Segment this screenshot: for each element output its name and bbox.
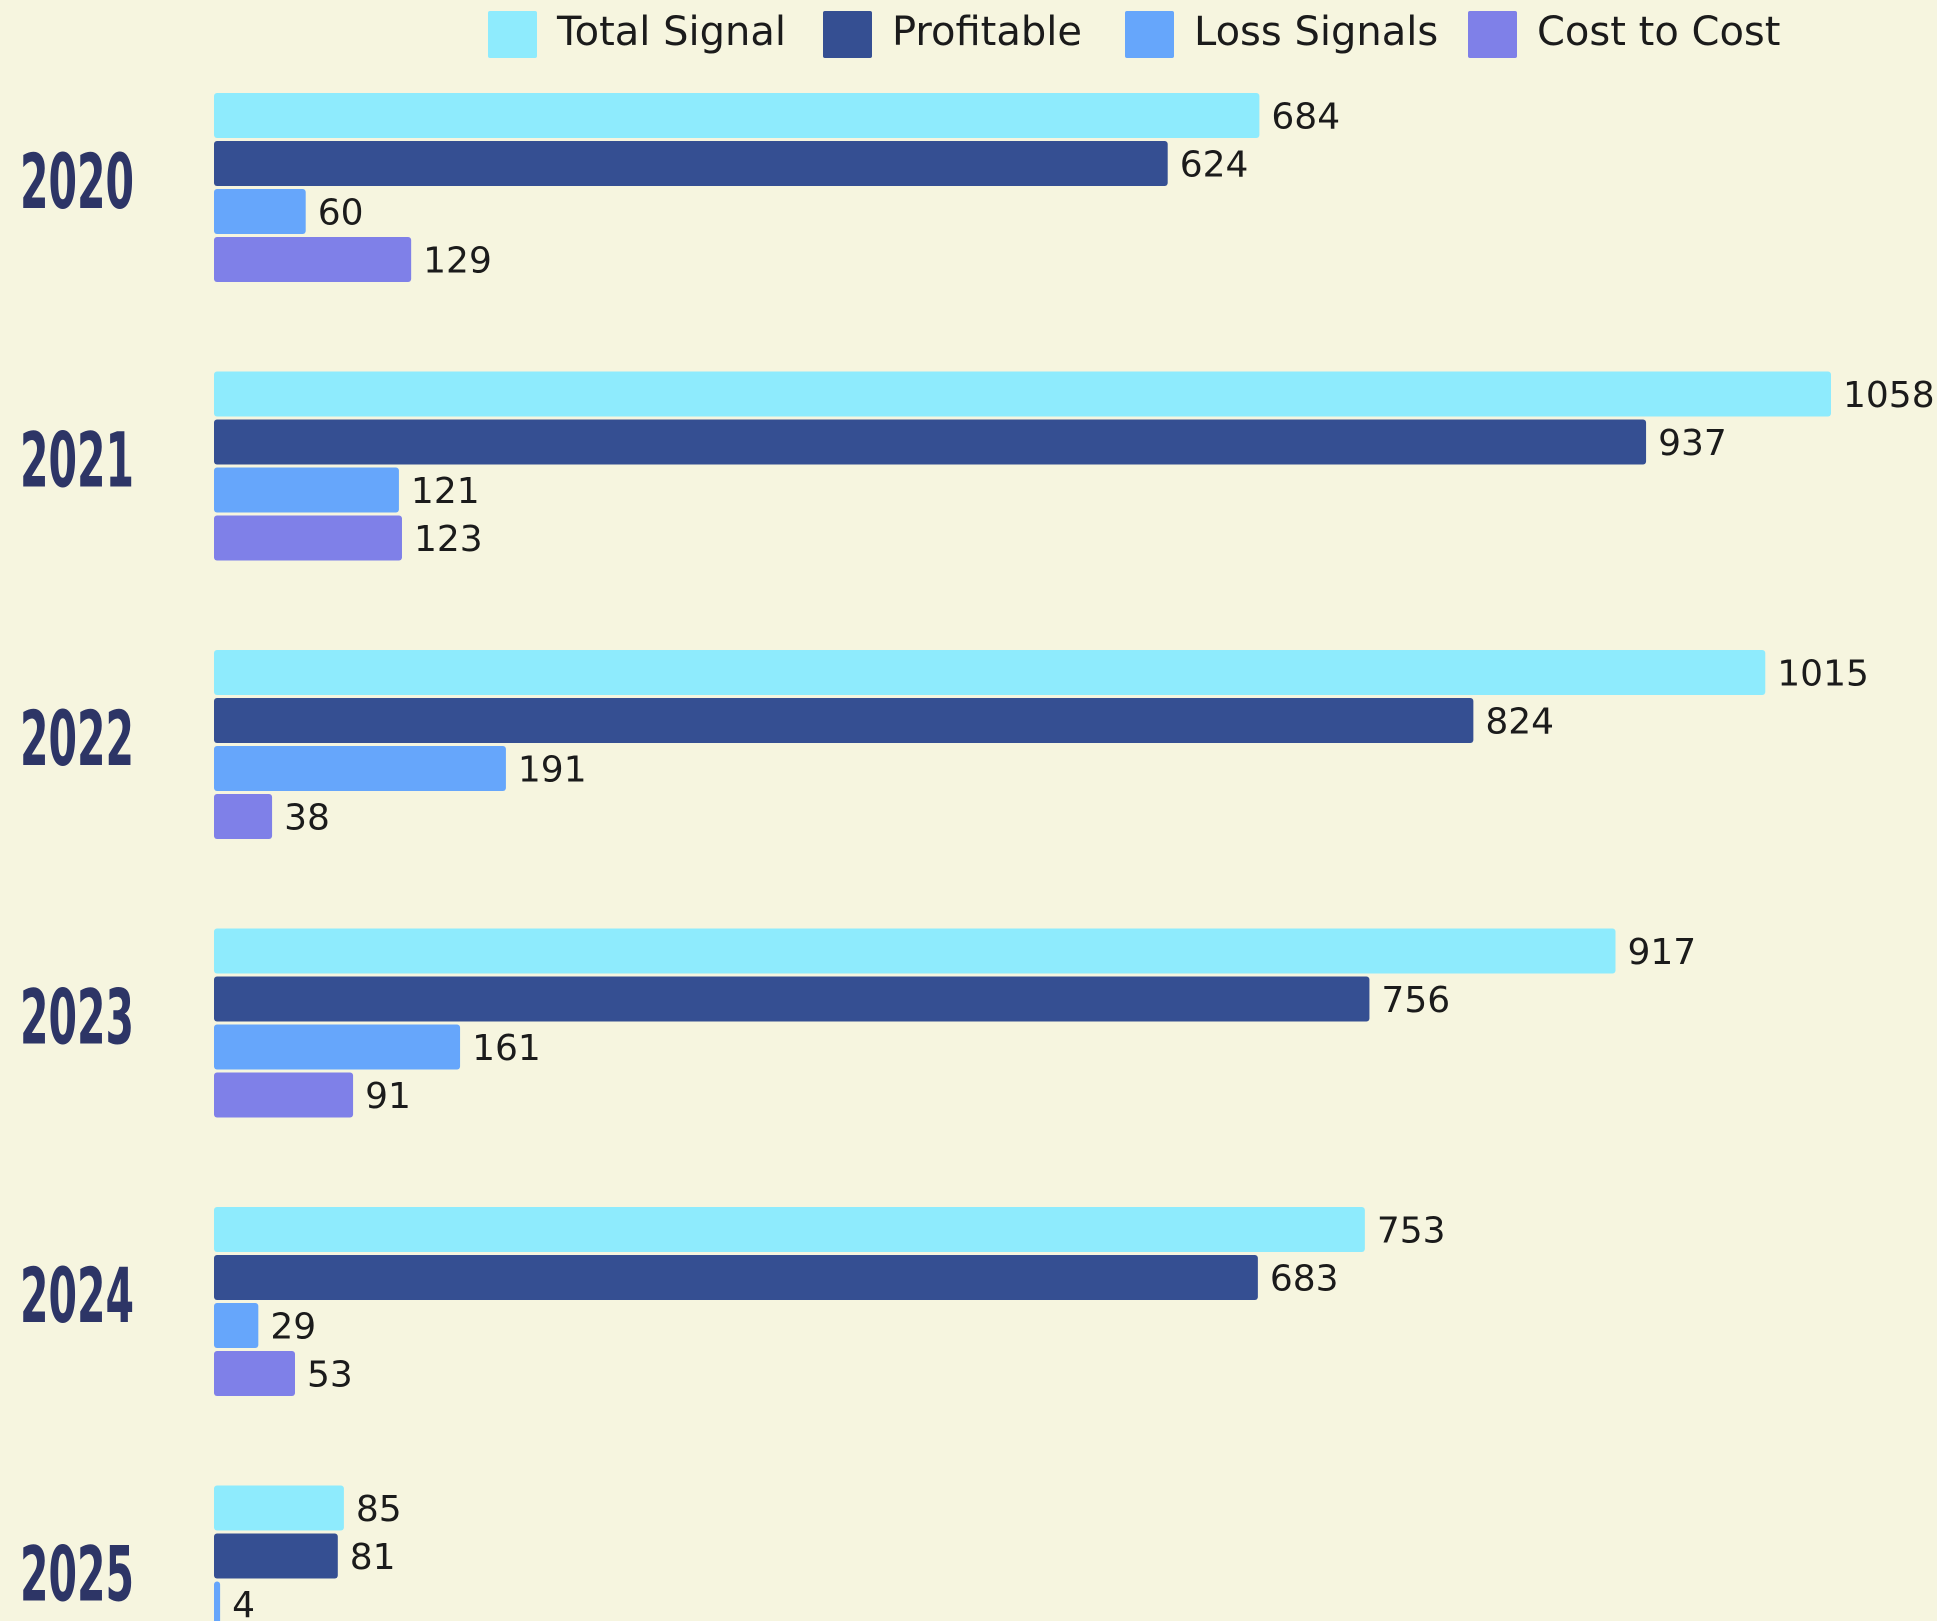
data-label: 1015 bbox=[1777, 654, 1869, 695]
bar bbox=[214, 976, 1370, 1022]
data-label: 121 bbox=[411, 471, 480, 512]
bar bbox=[214, 1351, 296, 1396]
data-label: 753 bbox=[1377, 1211, 1446, 1252]
bar bbox=[214, 746, 506, 791]
bar bbox=[214, 794, 273, 839]
data-label: 161 bbox=[472, 1028, 541, 1069]
data-label: 937 bbox=[1658, 423, 1727, 464]
data-label: 123 bbox=[414, 519, 483, 560]
bar bbox=[214, 1072, 354, 1118]
bar bbox=[214, 698, 1474, 743]
legend-label: Loss Signals bbox=[1194, 9, 1438, 55]
legend-swatch bbox=[823, 11, 872, 58]
year-label: 2025 bbox=[20, 1530, 134, 1619]
chart-legend: Total Signal Profitable Loss Signals Cost t… bbox=[488, 9, 1780, 58]
year-label: 2020 bbox=[20, 137, 134, 226]
bar bbox=[214, 371, 1831, 417]
legend-label: Profitable bbox=[892, 9, 1082, 55]
data-label: 29 bbox=[270, 1307, 316, 1348]
category-labels: 2020 2021 2022 2023 2024 2025 bbox=[20, 137, 134, 1619]
data-label: 824 bbox=[1485, 702, 1554, 743]
legend-swatch bbox=[488, 11, 537, 58]
legend-label: Total Signal bbox=[556, 9, 786, 55]
bar bbox=[214, 1303, 259, 1348]
data-label: 624 bbox=[1180, 145, 1249, 186]
data-label: 684 bbox=[1271, 97, 1340, 138]
bar bbox=[214, 1581, 221, 1621]
bar-marks bbox=[214, 93, 1831, 1621]
bar bbox=[214, 467, 399, 513]
bar bbox=[214, 650, 1766, 695]
bar bbox=[214, 1485, 344, 1531]
data-label: 4 bbox=[232, 1585, 255, 1621]
year-label: 2024 bbox=[20, 1251, 134, 1340]
bar bbox=[214, 237, 412, 282]
bar bbox=[214, 1255, 1258, 1300]
data-label: 1058 bbox=[1843, 375, 1935, 416]
data-label: 91 bbox=[365, 1076, 411, 1117]
bar bbox=[214, 419, 1647, 465]
bar bbox=[214, 189, 306, 234]
year-label: 2022 bbox=[20, 694, 134, 783]
data-label: 60 bbox=[318, 193, 364, 234]
legend-swatch bbox=[1125, 11, 1174, 58]
bar bbox=[214, 928, 1616, 974]
bar bbox=[214, 93, 1260, 138]
year-label: 2023 bbox=[20, 973, 134, 1062]
bar bbox=[214, 1207, 1365, 1252]
value-labels: 684 624 60 129 1058 937 121 123 1015 824 191 38 917 7… bbox=[232, 97, 1935, 1621]
data-label: 85 bbox=[356, 1489, 402, 1530]
data-label: 38 bbox=[284, 798, 330, 839]
bar bbox=[214, 1024, 461, 1070]
data-label: 191 bbox=[518, 750, 587, 791]
bar bbox=[214, 515, 402, 561]
legend-label: Cost to Cost bbox=[1537, 9, 1780, 55]
bar bbox=[214, 1533, 338, 1579]
data-label: 917 bbox=[1628, 932, 1697, 973]
data-label: 129 bbox=[423, 241, 492, 282]
year-label: 2021 bbox=[20, 416, 134, 505]
data-label: 756 bbox=[1381, 980, 1450, 1021]
bar bbox=[214, 141, 1168, 186]
legend-swatch bbox=[1468, 11, 1517, 58]
data-label: 53 bbox=[307, 1355, 353, 1396]
data-label: 683 bbox=[1270, 1259, 1339, 1300]
data-label: 81 bbox=[350, 1537, 396, 1578]
